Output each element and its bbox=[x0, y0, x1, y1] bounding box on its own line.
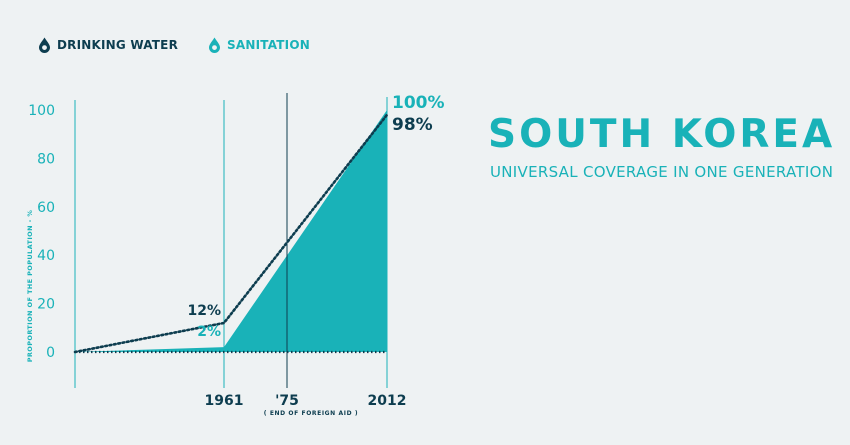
legend-item-drinking-water: DRINKING WATER bbox=[38, 37, 178, 53]
x-tick-label: 1961 bbox=[205, 393, 244, 409]
y-tick-label: 60 bbox=[37, 200, 55, 216]
sanitation-area bbox=[75, 110, 387, 352]
data-label: 2% bbox=[197, 324, 221, 340]
water-drop-icon bbox=[209, 37, 221, 53]
data-label: 98% bbox=[392, 115, 433, 135]
y-tick-label: 100 bbox=[28, 103, 55, 119]
x-tick-label: 2012 bbox=[368, 393, 407, 409]
legend: DRINKING WATER SANITATION bbox=[38, 37, 340, 53]
y-tick-label: 0 bbox=[46, 345, 55, 361]
x-tick-label: '75 bbox=[275, 393, 299, 409]
x-axis-note: ( END OF FOREIGN AID ) bbox=[264, 410, 358, 417]
y-tick-label: 40 bbox=[37, 248, 55, 264]
legend-label-drinking-water: DRINKING WATER bbox=[57, 38, 179, 52]
y-axis-label: PROPORTION OF THE POPULATION - % bbox=[26, 210, 34, 363]
legend-item-sanitation: SANITATION bbox=[208, 37, 310, 53]
data-label: 100% bbox=[392, 93, 445, 113]
water-drop-icon bbox=[39, 37, 50, 53]
data-label: 12% bbox=[187, 303, 221, 319]
chart-title: SOUTH KOREA bbox=[488, 112, 836, 157]
y-tick-label: 80 bbox=[37, 151, 55, 167]
drinking-water-line bbox=[73, 113, 389, 354]
chart-subtitle: UNIVERSAL COVERAGE IN ONE GENERATION bbox=[490, 163, 834, 181]
legend-label-sanitation: SANITATION bbox=[227, 38, 310, 52]
y-tick-label: 20 bbox=[37, 297, 55, 313]
